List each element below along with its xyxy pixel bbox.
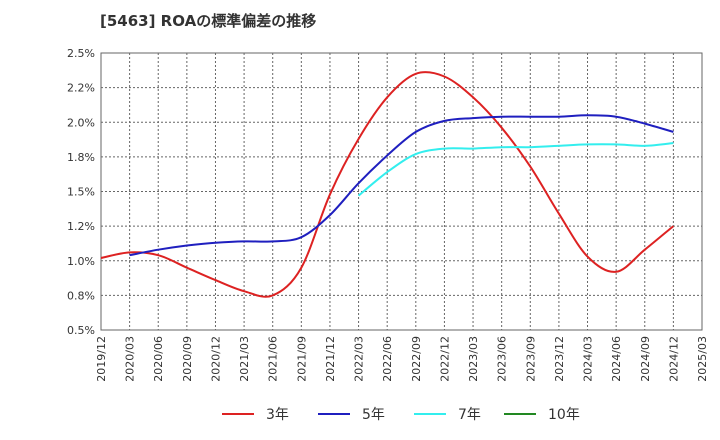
x-tick-label: 2020/03 bbox=[124, 336, 137, 382]
legend-label: 10年 bbox=[548, 407, 580, 423]
series-line-0 bbox=[100, 71, 675, 298]
y-tick-label: 2.0% bbox=[67, 116, 95, 129]
series-line-1 bbox=[129, 114, 674, 257]
legend-label: 3年 bbox=[266, 407, 289, 423]
x-tick-label: 2021/09 bbox=[295, 336, 308, 382]
x-tick-label: 2024/03 bbox=[582, 336, 595, 382]
x-tick-label: 2019/12 bbox=[95, 336, 108, 382]
x-tick-label: 2022/12 bbox=[438, 336, 451, 382]
plot-frame bbox=[100, 52, 703, 331]
y-tick-label: 0.5% bbox=[67, 324, 95, 337]
series-line-2 bbox=[357, 142, 674, 197]
legend-item: 5年 bbox=[318, 402, 385, 426]
x-tick-label: 2020/06 bbox=[152, 336, 165, 382]
y-tick-label: 1.5% bbox=[67, 186, 95, 199]
legend-swatch bbox=[222, 413, 254, 415]
y-tick-label: 2.2% bbox=[67, 82, 95, 95]
chart-title: [5463] ROAの標準偏差の推移 bbox=[100, 12, 317, 30]
x-tick-label: 2024/06 bbox=[610, 336, 623, 382]
x-tick-label: 2022/09 bbox=[410, 336, 423, 382]
x-tick-label: 2020/09 bbox=[181, 336, 194, 382]
x-tick-label: 2023/03 bbox=[467, 336, 480, 382]
x-tick-label: 2022/03 bbox=[353, 336, 366, 382]
x-tick-label: 2024/12 bbox=[667, 336, 680, 382]
legend-swatch bbox=[318, 413, 350, 415]
legend-label: 7年 bbox=[458, 407, 481, 423]
x-tick-label: 2020/12 bbox=[209, 336, 222, 382]
x-tick-label: 2025/03 bbox=[696, 336, 709, 382]
x-tick-label: 2021/12 bbox=[324, 336, 337, 382]
legend-label: 5年 bbox=[362, 407, 385, 423]
y-tick-label: 1.2% bbox=[67, 220, 95, 233]
legend-swatch bbox=[504, 413, 536, 415]
x-tick-label: 2021/03 bbox=[238, 336, 251, 382]
y-tick-label: 2.5% bbox=[67, 47, 95, 60]
y-tick-label: 1.0% bbox=[67, 255, 95, 268]
x-tick-label: 2022/06 bbox=[381, 336, 394, 382]
x-tick-label: 2023/06 bbox=[496, 336, 509, 382]
legend-swatch bbox=[414, 413, 446, 415]
x-tick-label: 2023/09 bbox=[524, 336, 537, 382]
legend-item: 7年 bbox=[414, 402, 481, 426]
x-tick-label: 2021/06 bbox=[267, 336, 280, 382]
x-tick-label: 2023/12 bbox=[553, 336, 566, 382]
legend: 3年 5年 7年 10年 bbox=[0, 402, 720, 426]
y-tick-label: 1.8% bbox=[67, 151, 95, 164]
y-tick-label: 0.8% bbox=[67, 289, 95, 302]
x-tick-label: 2024/09 bbox=[639, 336, 652, 382]
legend-item: 3年 bbox=[222, 402, 289, 426]
legend-item: 10年 bbox=[504, 402, 580, 426]
